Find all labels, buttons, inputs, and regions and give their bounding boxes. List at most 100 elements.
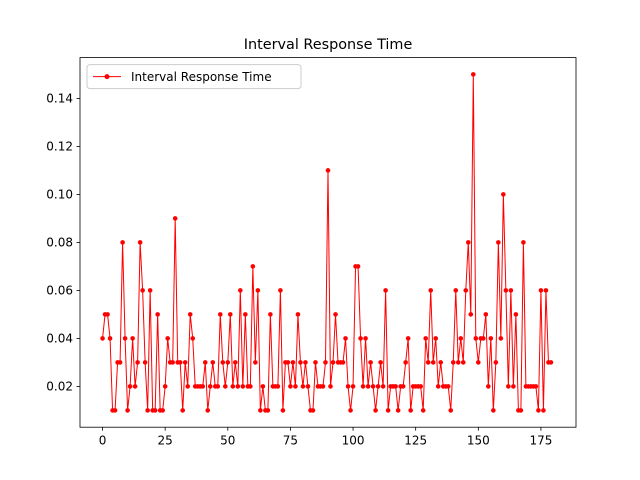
y-tick-label: 0.10 [46,188,73,202]
data-point [358,336,363,341]
x-axis-ticks: 0 25 50 75 100 125 150 175 [99,427,552,448]
axes-frame [79,57,577,428]
data-point [220,360,226,365]
data-point [280,408,286,413]
data-point [137,240,143,245]
y-tick-label: 0.04 [46,332,73,346]
data-point [536,408,541,413]
data-point [298,360,303,365]
data-point [250,264,256,269]
data-point [513,312,519,317]
data-point [501,192,506,197]
data-point [340,360,346,365]
data-point [455,360,461,365]
data-point [248,384,253,389]
data-point [125,408,130,413]
data-point [420,408,426,413]
data-point [140,288,145,293]
data-point [230,384,236,389]
data-point [170,360,175,365]
data-point [496,240,501,245]
y-tick-label: 0.06 [46,284,73,298]
data-point [313,360,318,365]
data-point [260,384,266,389]
y-tick-label: 0.02 [46,380,73,394]
data-point [380,384,386,389]
data-point [355,264,361,269]
data-point [403,360,408,365]
data-point [433,336,439,341]
data-point [333,312,338,317]
data-point [393,384,398,389]
data-point [132,384,138,389]
y-tick-label: 0.14 [46,92,73,106]
data-point [255,288,261,293]
x-tick-label: 125 [404,434,427,448]
data-point [135,360,140,365]
data-point [360,384,366,389]
data-point [543,288,549,293]
data-point [330,360,336,365]
data-point [435,384,441,389]
data-point [305,384,311,389]
x-tick-label: 0 [99,434,107,448]
data-point [105,312,110,317]
data-point [511,384,516,389]
data-point [100,336,105,341]
data-point [182,360,188,365]
data-point [541,408,546,413]
data-point [180,408,186,413]
data-point [238,288,243,293]
plot-area [100,72,554,413]
data-point [370,384,376,389]
data-point [190,336,196,341]
data-point [488,336,494,341]
data-point [408,408,413,413]
data-point [243,312,248,317]
data-point [373,408,378,413]
data-point [200,384,206,389]
data-point [368,360,373,365]
data-point [383,288,388,293]
data-point [107,336,113,341]
data-point [278,288,283,293]
data-point [473,336,479,341]
data-point [506,384,511,389]
data-point [400,384,406,389]
data-point [233,360,238,365]
data-point [155,312,160,317]
data-point [253,360,258,365]
data-point [470,72,476,77]
data-point [418,384,423,389]
data-point [162,384,168,389]
data-point [258,408,263,413]
data-point [548,360,554,365]
y-tick-label: 0.08 [46,236,73,250]
data-point [425,360,431,365]
data-point [325,168,331,173]
data-point [463,288,469,293]
data-point [438,360,444,365]
data-point [145,408,150,413]
data-point [428,288,434,293]
data-point [275,384,281,389]
data-point [165,336,170,341]
x-tick-label: 50 [220,434,235,448]
data-point [518,408,524,413]
data-point [363,336,368,341]
data-point [130,336,135,341]
data-point [205,408,211,413]
data-point [328,384,333,389]
x-tick-label: 100 [342,434,365,448]
data-point [345,384,351,389]
x-tick-label: 175 [529,434,552,448]
data-point [187,312,193,317]
data-point [343,336,348,341]
data-point [508,288,514,293]
data-point [483,312,489,317]
data-point [300,384,306,389]
data-point [172,216,178,221]
data-point [228,312,233,317]
legend-marker-sample [104,74,110,80]
data-point [160,408,165,413]
